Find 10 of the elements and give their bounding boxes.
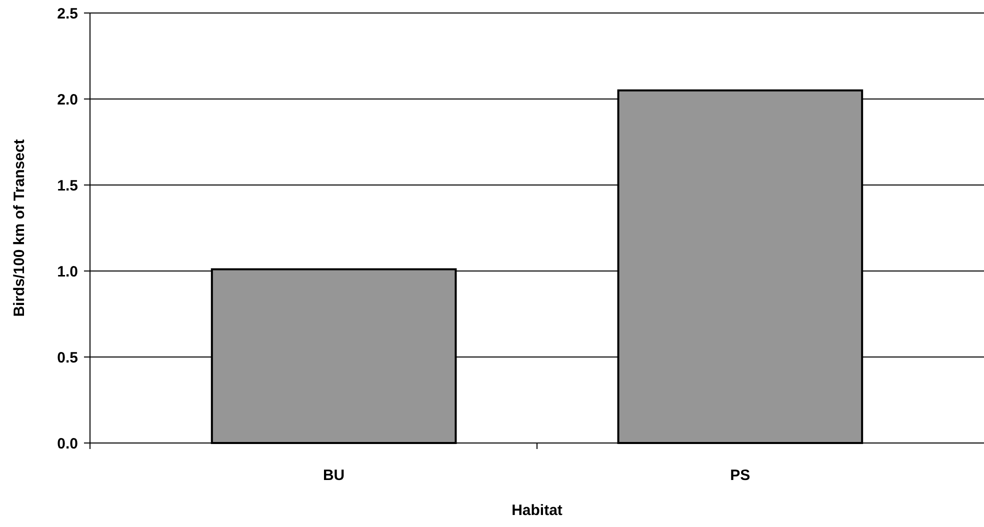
y-tick-label: 0.5	[57, 349, 78, 366]
x-tick-label: PS	[730, 467, 750, 484]
y-tick-label: 2.5	[57, 5, 78, 22]
x-tick-label: BU	[322, 467, 345, 484]
y-tick-label: 1.5	[57, 177, 78, 194]
x-axis-title: Habitat	[512, 502, 562, 519]
y-tick-label: 1.0	[57, 263, 78, 280]
y-tick-label: 2.0	[57, 91, 78, 108]
y-tick-label: 0.0	[57, 435, 78, 452]
y-axis-title: Birds/100 km of Transect	[11, 139, 28, 317]
